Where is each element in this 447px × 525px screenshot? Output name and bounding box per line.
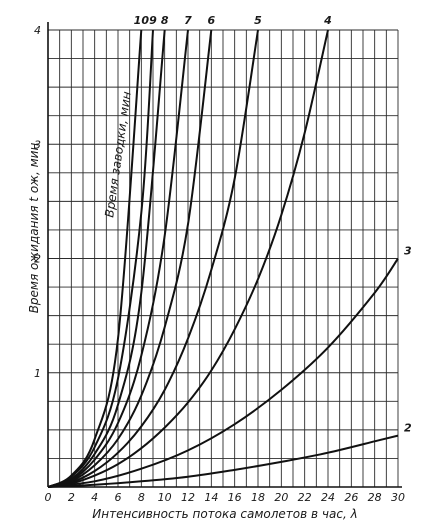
x-tick-label: 6 bbox=[115, 491, 122, 504]
series-line-5 bbox=[47, 29, 259, 488]
series-label-9: 9 bbox=[149, 14, 157, 27]
x-tick-label: 12 bbox=[181, 491, 195, 504]
x-tick-label: 4 bbox=[91, 491, 98, 504]
x-tick-label: 26 bbox=[344, 491, 358, 504]
y-tick-label: 3 bbox=[34, 138, 41, 151]
grid bbox=[48, 29, 399, 487]
x-tick-label: 8 bbox=[138, 491, 145, 504]
x-tick-label: 24 bbox=[321, 491, 335, 504]
series-line-6 bbox=[47, 29, 213, 488]
axes bbox=[47, 22, 402, 488]
series-label-2: 2 bbox=[404, 422, 412, 435]
x-tick-label: 14 bbox=[204, 491, 218, 504]
y-tick-label: 1 bbox=[34, 367, 41, 380]
x-tick-label: 2 bbox=[68, 491, 75, 504]
x-tick-label: 28 bbox=[368, 491, 382, 504]
y-tick-label: 4 bbox=[34, 24, 41, 37]
series-label-7: 7 bbox=[184, 14, 192, 27]
x-tick-label: 22 bbox=[298, 491, 312, 504]
series-line-2 bbox=[47, 434, 399, 488]
series-line-7 bbox=[47, 29, 189, 488]
series-label-4: 4 bbox=[323, 14, 332, 27]
x-tick-label: 30 bbox=[391, 491, 405, 504]
curves bbox=[47, 29, 399, 488]
series-label-5: 5 bbox=[254, 14, 262, 27]
series-line-3 bbox=[47, 257, 399, 488]
x-tick-label: 20 bbox=[274, 491, 288, 504]
x-tick-label: 16 bbox=[228, 491, 242, 504]
x-tick-label: 10 bbox=[158, 491, 172, 504]
y-tick-label: 2 bbox=[34, 253, 41, 266]
x-tick-label: 18 bbox=[251, 491, 265, 504]
x-axis-title: Интенсивность потока самолетов в час, λ bbox=[92, 507, 357, 521]
series-label-8: 8 bbox=[161, 14, 169, 27]
y-axis-title: Время ожидания t ож, мин bbox=[27, 143, 41, 314]
series-label-6: 6 bbox=[208, 14, 216, 27]
series-line-4 bbox=[47, 29, 329, 488]
series-line-9 bbox=[47, 29, 154, 488]
series-label-3: 3 bbox=[404, 245, 412, 258]
series-label-10: 10 bbox=[134, 14, 150, 27]
x-tick-label: 0 bbox=[45, 491, 52, 504]
